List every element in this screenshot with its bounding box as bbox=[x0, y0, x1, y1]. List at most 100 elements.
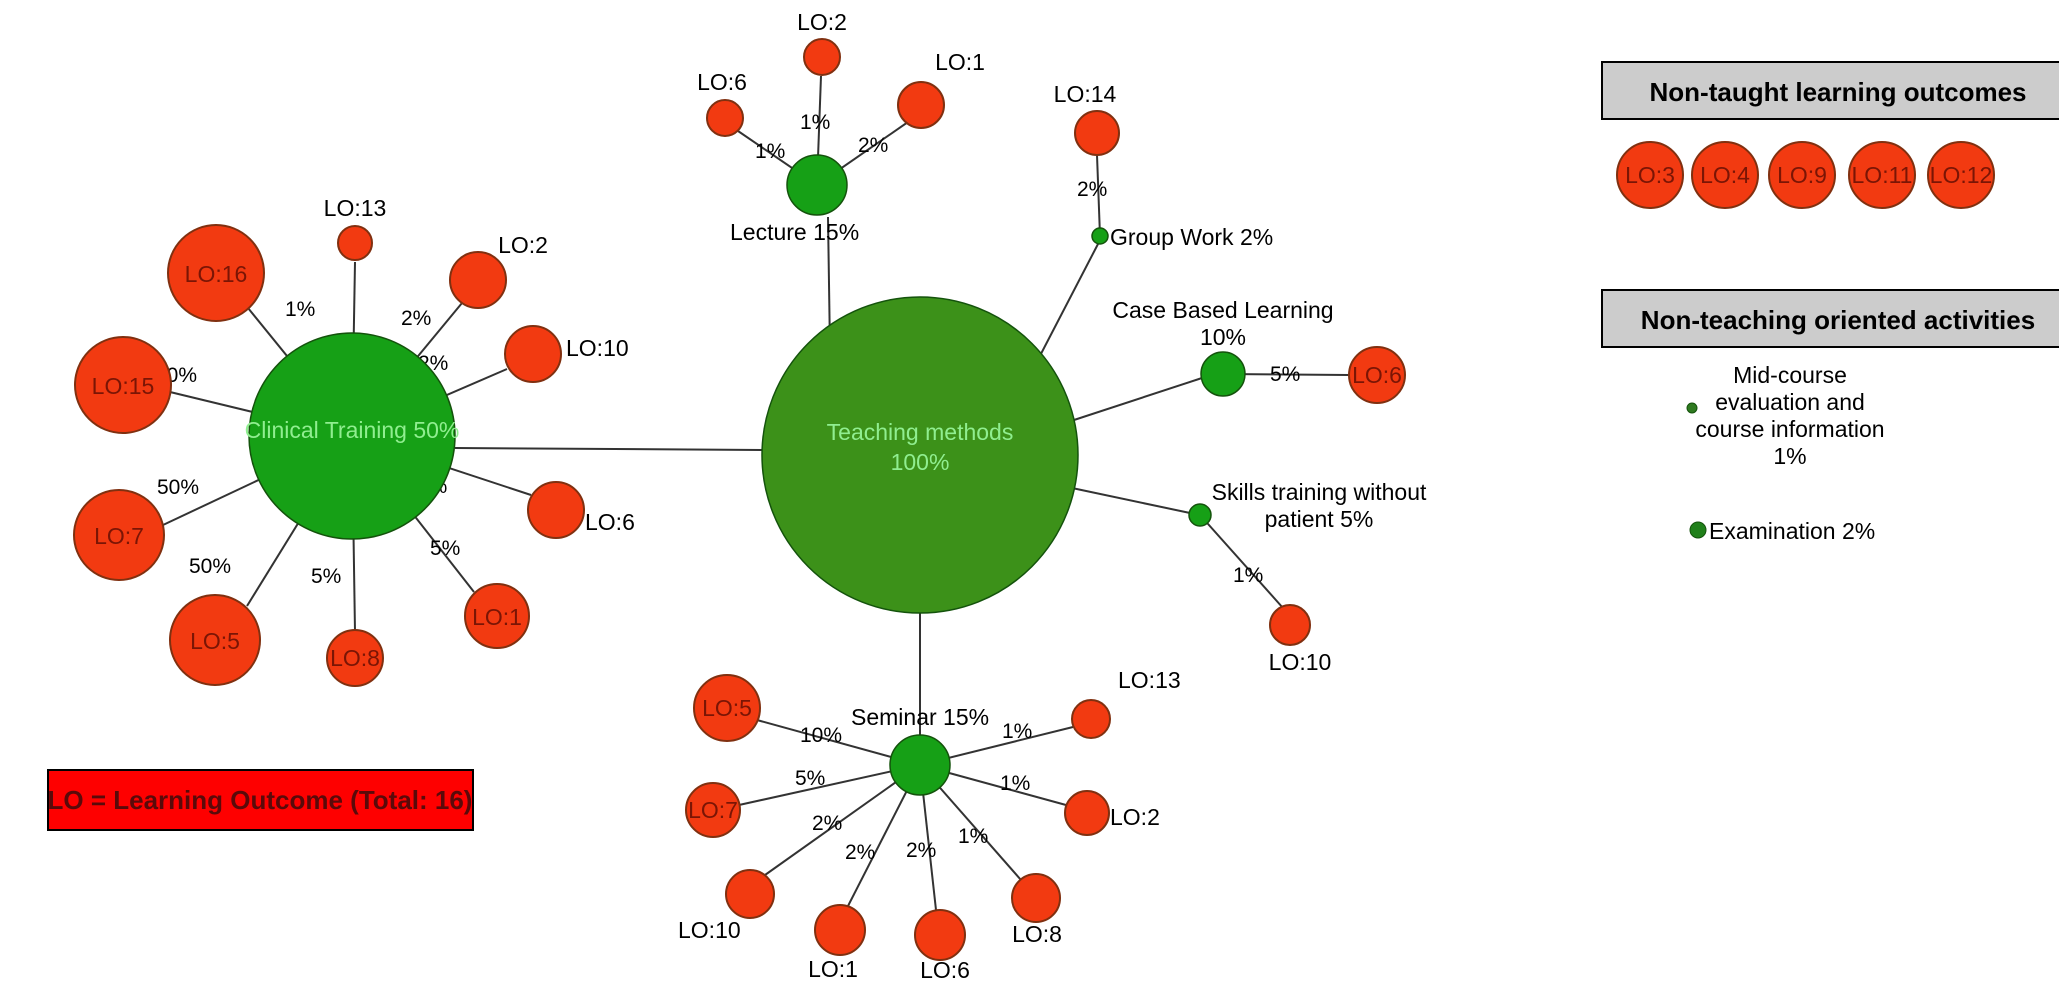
center-node-teaching-methods[interactable] bbox=[761, 296, 1079, 614]
lo-node-lo7-seminar[interactable] bbox=[685, 782, 741, 838]
method-node-clinical-training[interactable] bbox=[248, 332, 456, 540]
cluster-group-work: 2% LO:14 Group Work 2% bbox=[1054, 81, 1274, 250]
lo-node-lo13-clinical[interactable] bbox=[337, 225, 373, 261]
legend-lo-label-0: LO:3 bbox=[1625, 162, 1675, 188]
lo-label-lo2-clinical: LO:2 bbox=[498, 232, 548, 258]
method-label-case-based-learning-line1: Case Based Learning bbox=[1112, 297, 1333, 323]
method-label-skills-training-line1: Skills training without bbox=[1212, 479, 1427, 505]
center-label-line1: Teaching methods bbox=[827, 419, 1014, 445]
edge-label-clinical-lo2: 2% bbox=[401, 307, 431, 330]
method-label-clinical-training: Clinical Training 50% bbox=[245, 417, 460, 443]
lo-node-lo14[interactable] bbox=[1074, 110, 1120, 156]
method-node-lecture[interactable] bbox=[786, 154, 848, 216]
lo-node-lo5-seminar[interactable] bbox=[693, 674, 761, 742]
cluster-skills-training: 1% LO:10 Skills training without patient… bbox=[1188, 479, 1427, 675]
lo-node-lo1-lecture[interactable] bbox=[897, 81, 945, 129]
lo-label-lo6-casebased: LO:6 bbox=[1352, 362, 1402, 388]
lo-node-lo2-lecture[interactable] bbox=[803, 38, 841, 76]
edge-label-lecture-lo1: 2% bbox=[858, 134, 888, 157]
legend-mid-course-dot-icon bbox=[1686, 402, 1698, 414]
legend-examination-label: Examination 2% bbox=[1709, 518, 1875, 544]
method-node-seminar[interactable] bbox=[889, 734, 951, 796]
method-node-case-based-learning[interactable] bbox=[1200, 351, 1246, 397]
legend-lo-label-2: LO:9 bbox=[1777, 162, 1827, 188]
cluster-clinical-training: 50% 1% 2% 50% 2% 2% 50% 5% 50% 5% LO:16 … bbox=[73, 195, 635, 687]
method-label-case-based-learning-line2: 10% bbox=[1200, 324, 1246, 350]
legend-lo-key-box bbox=[47, 769, 474, 831]
edge-label-clinical-lo7: 50% bbox=[157, 476, 199, 499]
legend-lo-node-1[interactable] bbox=[1691, 141, 1759, 209]
lo-node-lo6-clinical[interactable] bbox=[527, 481, 585, 539]
legend-lo-key: LO = Learning Outcome (Total: 16) bbox=[47, 769, 474, 831]
lo-label-lo7-clinical: LO:7 bbox=[94, 523, 144, 549]
legend-non-teaching-header-box bbox=[1601, 289, 2059, 348]
lo-node-lo8-clinical[interactable] bbox=[326, 629, 384, 687]
edge-seminar-lo10 bbox=[764, 764, 921, 876]
lo-node-lo10-skills[interactable] bbox=[1269, 604, 1311, 646]
lo-label-lo8-clinical: LO:8 bbox=[330, 645, 380, 671]
lo-node-lo8-seminar[interactable] bbox=[1011, 873, 1061, 923]
edge-label-seminar-lo13: 1% bbox=[1002, 720, 1032, 743]
lo-label-lo6-clinical: LO:6 bbox=[585, 509, 635, 535]
legend-non-taught: Non-taught learning outcomes LO:3 LO:4 L… bbox=[1601, 61, 2059, 209]
method-label-group-work: Group Work 2% bbox=[1110, 224, 1273, 250]
edge-seminar-lo7 bbox=[738, 764, 921, 806]
lo-node-lo2-seminar[interactable] bbox=[1064, 790, 1110, 836]
lo-node-lo7-clinical[interactable] bbox=[73, 489, 165, 581]
lo-label-lo15: LO:15 bbox=[92, 373, 155, 399]
lo-node-lo5-clinical[interactable] bbox=[169, 594, 261, 686]
lo-label-lo8-seminar: LO:8 bbox=[1012, 921, 1062, 947]
edge-label-seminar-lo2: 1% bbox=[1000, 772, 1030, 795]
legend-lo-label-4: LO:12 bbox=[1930, 162, 1993, 188]
method-node-skills-training[interactable] bbox=[1188, 503, 1212, 527]
lo-node-lo6-seminar[interactable] bbox=[914, 909, 966, 961]
lo-label-lo2-lecture: LO:2 bbox=[797, 9, 847, 35]
lo-node-lo6-lecture[interactable] bbox=[706, 99, 744, 137]
edge-label-seminar-lo5: 10% bbox=[800, 724, 842, 747]
lo-label-lo6-lecture: LO:6 bbox=[697, 69, 747, 95]
edge-label-seminar-lo10: 2% bbox=[812, 812, 842, 835]
edge-label-clinical-lo5: 50% bbox=[189, 555, 231, 578]
edge-label-lecture-lo2: 1% bbox=[800, 111, 830, 134]
legend-non-taught-header-box bbox=[1601, 61, 2059, 120]
legend-lo-node-3[interactable] bbox=[1848, 141, 1916, 209]
edge-label-seminar-lo7: 5% bbox=[795, 767, 825, 790]
lo-node-lo1-seminar[interactable] bbox=[814, 904, 866, 956]
legend-lo-key-text: LO = Learning Outcome (Total: 16) bbox=[48, 785, 473, 815]
lo-label-lo5-seminar: LO:5 bbox=[702, 695, 752, 721]
legend-lo-node-0[interactable] bbox=[1616, 141, 1684, 209]
lo-node-lo10-clinical[interactable] bbox=[504, 325, 562, 383]
edge-groupwork-lo14 bbox=[1096, 154, 1101, 237]
lo-node-lo2-clinical[interactable] bbox=[449, 251, 507, 309]
method-node-group-work[interactable] bbox=[1091, 227, 1109, 245]
edge-skills-lo10 bbox=[1199, 514, 1284, 609]
legend-lo-node-2[interactable] bbox=[1768, 141, 1836, 209]
lo-label-lo13-seminar: LO:13 bbox=[1118, 667, 1181, 693]
center-label-line2: 100% bbox=[891, 449, 950, 475]
legend-mid-course-line4: 1% bbox=[1773, 443, 1806, 469]
edge-label-clinical-lo8: 5% bbox=[311, 565, 341, 588]
legend-non-teaching-title: Non-teaching oriented activities bbox=[1641, 305, 2035, 335]
edge-center-skills bbox=[1071, 487, 1191, 514]
edge-label-groupwork-lo14: 2% bbox=[1077, 178, 1107, 201]
lo-label-lo10-skills: LO:10 bbox=[1269, 649, 1332, 675]
edge-label-seminar-lo1: 2% bbox=[845, 841, 875, 864]
edge-label-seminar-lo6: 2% bbox=[906, 839, 936, 862]
lo-label-lo2-seminar: LO:2 bbox=[1110, 804, 1160, 830]
edge-center-case-based bbox=[1073, 377, 1203, 421]
lo-node-lo10-seminar[interactable] bbox=[725, 869, 775, 919]
center-node-group: Teaching methods 100% bbox=[761, 296, 1079, 614]
lo-node-lo15[interactable] bbox=[74, 336, 172, 434]
legend-mid-course-line1: Mid-course bbox=[1733, 362, 1847, 388]
lo-node-lo13-seminar[interactable] bbox=[1071, 699, 1111, 739]
lo-node-lo1-clinical[interactable] bbox=[464, 583, 530, 649]
legend-mid-course-line3: course information bbox=[1695, 416, 1884, 442]
legend-lo-node-4[interactable] bbox=[1927, 141, 1995, 209]
edge-label-lecture-lo6: 1% bbox=[755, 140, 785, 163]
lo-node-lo16[interactable] bbox=[167, 224, 265, 322]
legend-non-teaching: Non-teaching oriented activities Mid-cou… bbox=[1601, 289, 2059, 544]
edge-label-clinical-lo13: 1% bbox=[285, 298, 315, 321]
lo-node-lo6-casebased[interactable] bbox=[1348, 346, 1406, 404]
legend-mid-course-line2: evaluation and bbox=[1715, 389, 1865, 415]
lo-label-lo5-clinical: LO:5 bbox=[190, 628, 240, 654]
